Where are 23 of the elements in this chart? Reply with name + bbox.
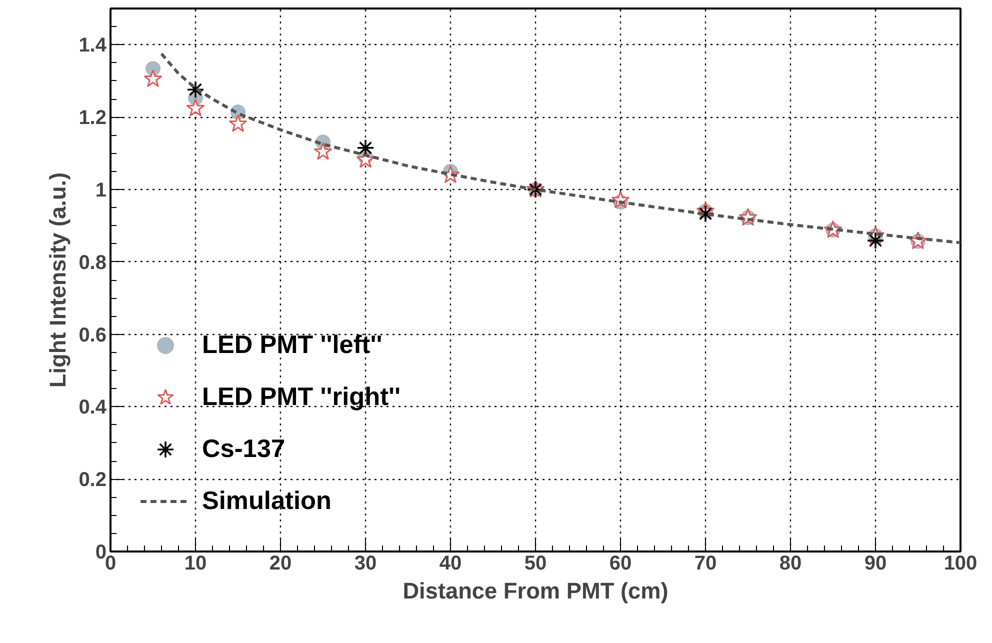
x-tick-label: 80: [779, 552, 802, 574]
y-tick-label: 0.2: [78, 469, 107, 492]
y-tick-label: 0.8: [78, 252, 107, 274]
legend-label: Cs-137: [202, 434, 286, 464]
x-tick-label: 70: [694, 552, 717, 574]
x-tick-label: 90: [864, 552, 887, 574]
y-tick-label: 1: [95, 180, 106, 202]
legend-label: LED PMT ''right'': [202, 382, 401, 412]
y-tick-label: 1.4: [78, 34, 108, 57]
y-axis-title: Light Intensity (a.u.): [44, 172, 71, 388]
x-tick-label: 60: [609, 552, 632, 574]
x-tick-label: 30: [354, 552, 377, 574]
x-tick-label: 20: [269, 552, 292, 574]
legend-label: Simulation: [202, 486, 332, 516]
y-tick-label: 0.6: [78, 324, 107, 346]
legend-label: LED PMT ''left'': [202, 330, 382, 360]
y-tick-label: 1.2: [78, 107, 107, 130]
x-tick-label: 40: [439, 552, 462, 574]
x-axis-title: Distance From PMT (cm): [402, 578, 668, 604]
x-tick-label: 100: [944, 552, 978, 574]
x-tick-label: 10: [184, 552, 207, 574]
x-tick-label: 50: [524, 552, 547, 574]
y-tick-label: 0.4: [78, 396, 108, 419]
